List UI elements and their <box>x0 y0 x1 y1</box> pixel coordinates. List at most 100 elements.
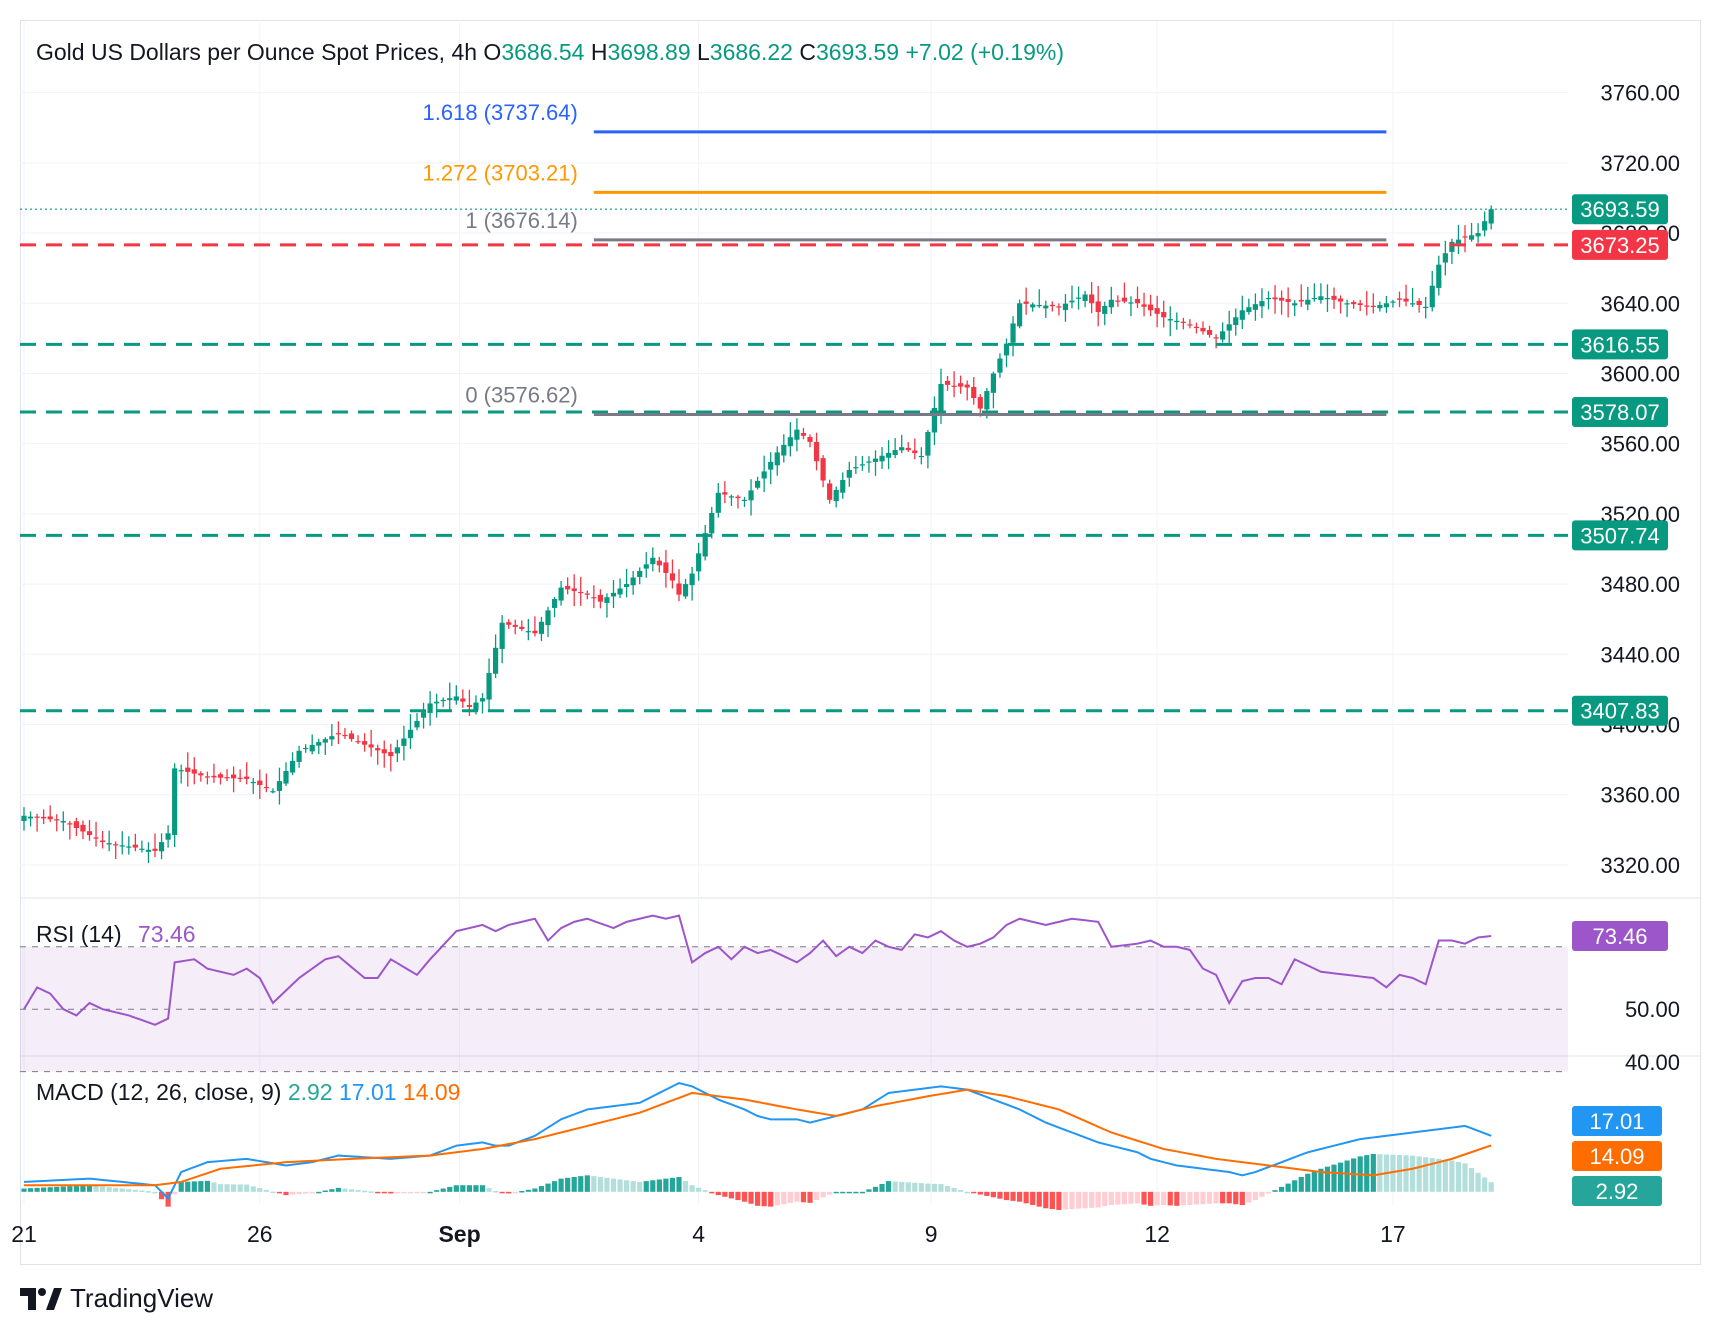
macd-histogram-bar <box>447 1186 453 1192</box>
candle-body <box>558 587 564 601</box>
candle-body <box>578 591 584 594</box>
macd-histogram-bar <box>407 1191 414 1194</box>
candle-body <box>217 774 224 778</box>
candle-body <box>1357 303 1363 306</box>
y-tick-label: 3480.00 <box>1600 572 1680 597</box>
candle-body <box>145 849 152 852</box>
candle-body <box>316 742 322 746</box>
macd-histogram-bar <box>1206 1191 1213 1204</box>
candle-body <box>1010 323 1016 343</box>
macd-histogram-bar <box>1095 1191 1101 1208</box>
macd-histogram-bar <box>1187 1191 1193 1205</box>
macd-histogram-bar <box>807 1191 813 1203</box>
macd-histogram-bar <box>1259 1191 1265 1197</box>
candle-body <box>283 771 289 784</box>
macd-histogram-bar <box>1167 1191 1173 1206</box>
macd-histogram-bar <box>938 1184 944 1192</box>
macd-histogram-bar <box>931 1183 938 1192</box>
level-badge-4 <box>1572 695 1668 726</box>
macd-histogram-bar <box>532 1188 538 1192</box>
candle-body <box>676 583 682 595</box>
macd-histogram-bar <box>853 1191 859 1194</box>
macd-histogram-bar <box>617 1179 623 1192</box>
candle-body <box>479 698 486 702</box>
macd-histogram-bar <box>1455 1161 1462 1192</box>
level-badge-label-0: 3673.25 <box>1580 233 1660 258</box>
macd-histogram-bar <box>1239 1191 1245 1205</box>
macd-histogram-bar <box>1036 1191 1042 1207</box>
macd-histogram-bar <box>420 1191 427 1194</box>
macd-histogram-bar <box>139 1190 145 1192</box>
candle-body <box>139 848 145 850</box>
macd-histogram-bar <box>676 1176 682 1192</box>
macd-histogram-bar <box>1108 1191 1114 1205</box>
macd-histogram-bar <box>650 1180 656 1192</box>
macd-histogram-bar <box>840 1191 846 1194</box>
macd-histogram-bar <box>34 1187 40 1192</box>
rsi-tick-label: 40.00 <box>1625 1050 1680 1075</box>
macd-histogram-bar <box>119 1188 125 1192</box>
tradingview-brand[interactable]: TradingView <box>20 1283 213 1314</box>
macd-histogram-bar <box>1246 1191 1252 1203</box>
candle-body <box>276 781 283 791</box>
candle-body <box>610 592 617 597</box>
macd-histogram-bar <box>1141 1191 1147 1205</box>
candle-body <box>54 819 60 821</box>
candle-body <box>525 631 531 633</box>
macd-histogram-bar <box>309 1191 315 1194</box>
macd-histogram-bar <box>512 1191 518 1194</box>
candle-body <box>126 846 132 848</box>
x-tick-label: 9 <box>925 1221 938 1247</box>
candle-body <box>669 573 676 581</box>
candle-body <box>27 816 34 819</box>
macd-histogram-bar <box>1115 1191 1121 1205</box>
macd-histogram-bar <box>231 1184 237 1192</box>
macd-histogram-bar <box>1410 1155 1416 1192</box>
candle-body <box>591 597 597 599</box>
candle-body <box>899 447 905 451</box>
candle-body <box>296 750 302 762</box>
candle-body <box>1121 297 1127 302</box>
macd-histogram-bar <box>1233 1191 1239 1205</box>
candle-body <box>1449 241 1455 252</box>
macd-histogram-bar <box>912 1182 918 1192</box>
macd-histogram-bar <box>198 1181 204 1192</box>
macd-histogram-bar <box>224 1184 230 1192</box>
rsi-title: RSI (14) <box>36 921 122 947</box>
macd-histogram-bar <box>250 1186 256 1192</box>
macd-histogram-bar <box>558 1178 564 1192</box>
candle-body <box>728 496 734 498</box>
candle-body <box>41 816 47 819</box>
macd-histogram-bar <box>263 1189 269 1192</box>
macd-histogram-bar <box>1462 1163 1468 1192</box>
candle-body <box>434 701 440 704</box>
candle-body <box>663 562 669 573</box>
macd-histogram-bar <box>1023 1191 1029 1204</box>
candle-body <box>132 844 138 848</box>
macd-histogram-bar <box>473 1185 479 1192</box>
macd-histogram-bar <box>1128 1191 1134 1204</box>
candle-body <box>886 452 892 458</box>
macd-histogram-bar <box>519 1190 525 1193</box>
macd-histogram-bar <box>892 1181 898 1192</box>
candle-body <box>191 769 197 774</box>
macd-histogram-bar <box>158 1191 165 1200</box>
candle-body <box>1305 299 1311 305</box>
level-badge-label-3: 3507.74 <box>1580 523 1660 548</box>
level-badge-label-1: 3616.55 <box>1580 332 1660 357</box>
candle-body <box>388 751 394 757</box>
macd-histogram-bar <box>211 1182 217 1192</box>
macd-histogram-bar <box>1318 1168 1324 1192</box>
candle-body <box>1115 300 1121 302</box>
macd-histogram-bar <box>905 1182 911 1192</box>
macd-histogram-bar <box>1377 1154 1383 1192</box>
macd-histogram-bar <box>800 1191 807 1203</box>
candle-body <box>348 733 355 739</box>
macd-histogram-bar <box>1102 1191 1108 1207</box>
macd-histogram-bar <box>54 1186 60 1192</box>
high-label: H <box>591 39 608 65</box>
macd-histogram-bar <box>925 1183 931 1192</box>
macd-histogram-bar <box>394 1191 400 1194</box>
candle-body <box>682 584 689 597</box>
